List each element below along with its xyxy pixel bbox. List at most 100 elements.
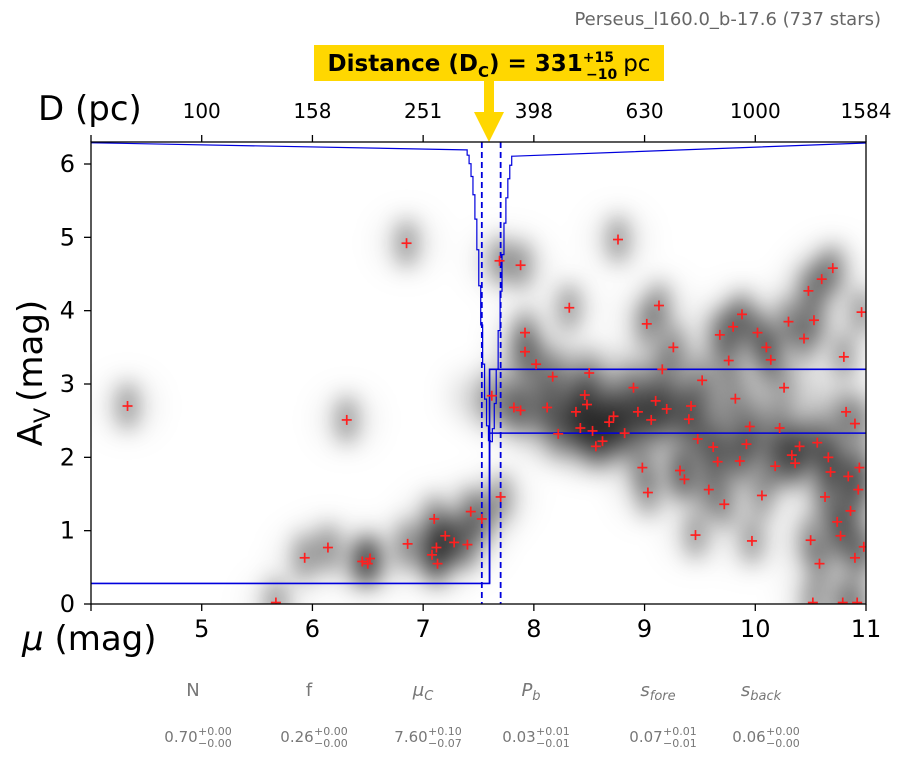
parameter-lower-error: −0.01 xyxy=(663,737,697,750)
parameter-value: 0.06 xyxy=(732,728,765,746)
star-marker xyxy=(650,395,661,406)
top-axis-label: D (pc) xyxy=(38,89,142,129)
star-marker xyxy=(401,238,412,249)
parameter-lower-error: −0.00 xyxy=(198,737,232,750)
star-marker xyxy=(675,465,685,476)
star-marker xyxy=(661,403,672,414)
star-marker xyxy=(427,549,437,560)
star-marker xyxy=(692,434,703,444)
parameter-value: 0.70 xyxy=(164,728,197,746)
star-marker xyxy=(737,309,747,320)
parameter-name: f xyxy=(306,680,313,701)
star-marker xyxy=(508,402,519,413)
star-marker xyxy=(856,307,866,318)
top-tick-label: 630 xyxy=(625,99,663,123)
distance-banner-text: Distance (DC) = 331+15 −10 pc xyxy=(328,50,651,83)
density-map xyxy=(101,213,866,604)
model-lines xyxy=(91,142,866,604)
star-marker xyxy=(686,401,697,411)
parameter-lower-error: −0.07 xyxy=(428,737,462,750)
y-tick-label: 2 xyxy=(60,443,75,471)
parameter-value: 0.07 xyxy=(629,728,662,746)
x-tick-label: 7 xyxy=(416,615,431,643)
star-marker xyxy=(553,428,564,439)
distance-banner xyxy=(314,45,664,81)
star-marker xyxy=(476,513,487,524)
parameter-upper-error: +0.01 xyxy=(536,725,570,738)
star-marker xyxy=(575,423,586,433)
star-marker xyxy=(714,329,725,340)
parameter-upper-error: +0.10 xyxy=(428,725,462,738)
star-marker xyxy=(547,371,558,382)
star-marker xyxy=(564,302,575,313)
star-marker xyxy=(628,382,639,393)
star-marker xyxy=(697,375,708,386)
top-tick-label: 1584 xyxy=(841,99,892,123)
star-marker xyxy=(515,405,526,416)
star-marker xyxy=(520,327,530,338)
star-marker xyxy=(812,437,823,448)
star-marker xyxy=(465,506,476,517)
star-marker xyxy=(357,556,368,567)
star-marker xyxy=(854,462,865,473)
y-tick-label: 4 xyxy=(60,297,75,325)
star-marker xyxy=(825,467,836,477)
star-marker xyxy=(814,558,825,569)
parameter-lower-error: −0.00 xyxy=(766,737,800,750)
star-marker xyxy=(637,462,648,473)
star-marker xyxy=(341,414,352,425)
star-marker xyxy=(765,354,776,365)
parameter-value: 0.03 xyxy=(502,728,535,746)
y-tick-label: 3 xyxy=(60,370,75,398)
star-marker xyxy=(365,553,375,564)
star-marker xyxy=(542,402,553,413)
star-marker xyxy=(708,442,719,453)
star-marker xyxy=(440,530,451,541)
distance-posterior-histogram xyxy=(91,142,866,443)
star-marker xyxy=(494,255,505,266)
star-marker xyxy=(582,399,592,410)
top-tick-label: 100 xyxy=(183,99,221,123)
star-marker xyxy=(744,421,755,432)
top-tick-label: 158 xyxy=(293,99,331,123)
star-marker xyxy=(604,417,615,428)
star-marker xyxy=(816,274,827,285)
star-marker xyxy=(590,441,601,452)
star-marker xyxy=(619,428,630,439)
star-marker xyxy=(495,491,506,502)
x-tick-label: 11 xyxy=(851,615,882,643)
star-marker xyxy=(827,263,838,274)
star-markers xyxy=(122,234,866,604)
star-marker xyxy=(570,406,581,417)
star-marker xyxy=(520,346,530,357)
star-marker xyxy=(786,450,797,461)
y-axis: 0 1 2 3 4 5 6 xyxy=(60,150,91,618)
x-axis: 5 6 7 8 9 10 11 xyxy=(90,604,882,643)
star-marker xyxy=(852,597,863,604)
star-marker xyxy=(783,316,794,327)
star-marker xyxy=(820,491,831,502)
distance-arrow-head xyxy=(474,112,504,142)
star-marker xyxy=(690,530,701,541)
star-marker xyxy=(632,406,643,417)
parameter-name: N xyxy=(186,680,199,701)
parameter-value: 0.26 xyxy=(280,728,313,746)
top-tick-label: 398 xyxy=(515,99,553,123)
star-marker xyxy=(431,542,442,553)
x-tick-label: 6 xyxy=(305,615,320,643)
top-tick-label: 251 xyxy=(404,99,442,123)
y-tick-label: 5 xyxy=(60,223,75,251)
star-marker xyxy=(668,342,679,353)
plot-area xyxy=(91,142,866,604)
star-marker xyxy=(703,484,714,495)
star-marker xyxy=(849,418,860,429)
star-marker xyxy=(774,423,785,433)
parameter-value: 7.60 xyxy=(394,728,427,746)
star-marker xyxy=(646,414,657,425)
star-marker xyxy=(752,327,763,338)
star-marker xyxy=(723,355,734,366)
star-marker xyxy=(584,368,595,378)
star-marker xyxy=(790,458,801,469)
star-marker xyxy=(683,414,694,425)
